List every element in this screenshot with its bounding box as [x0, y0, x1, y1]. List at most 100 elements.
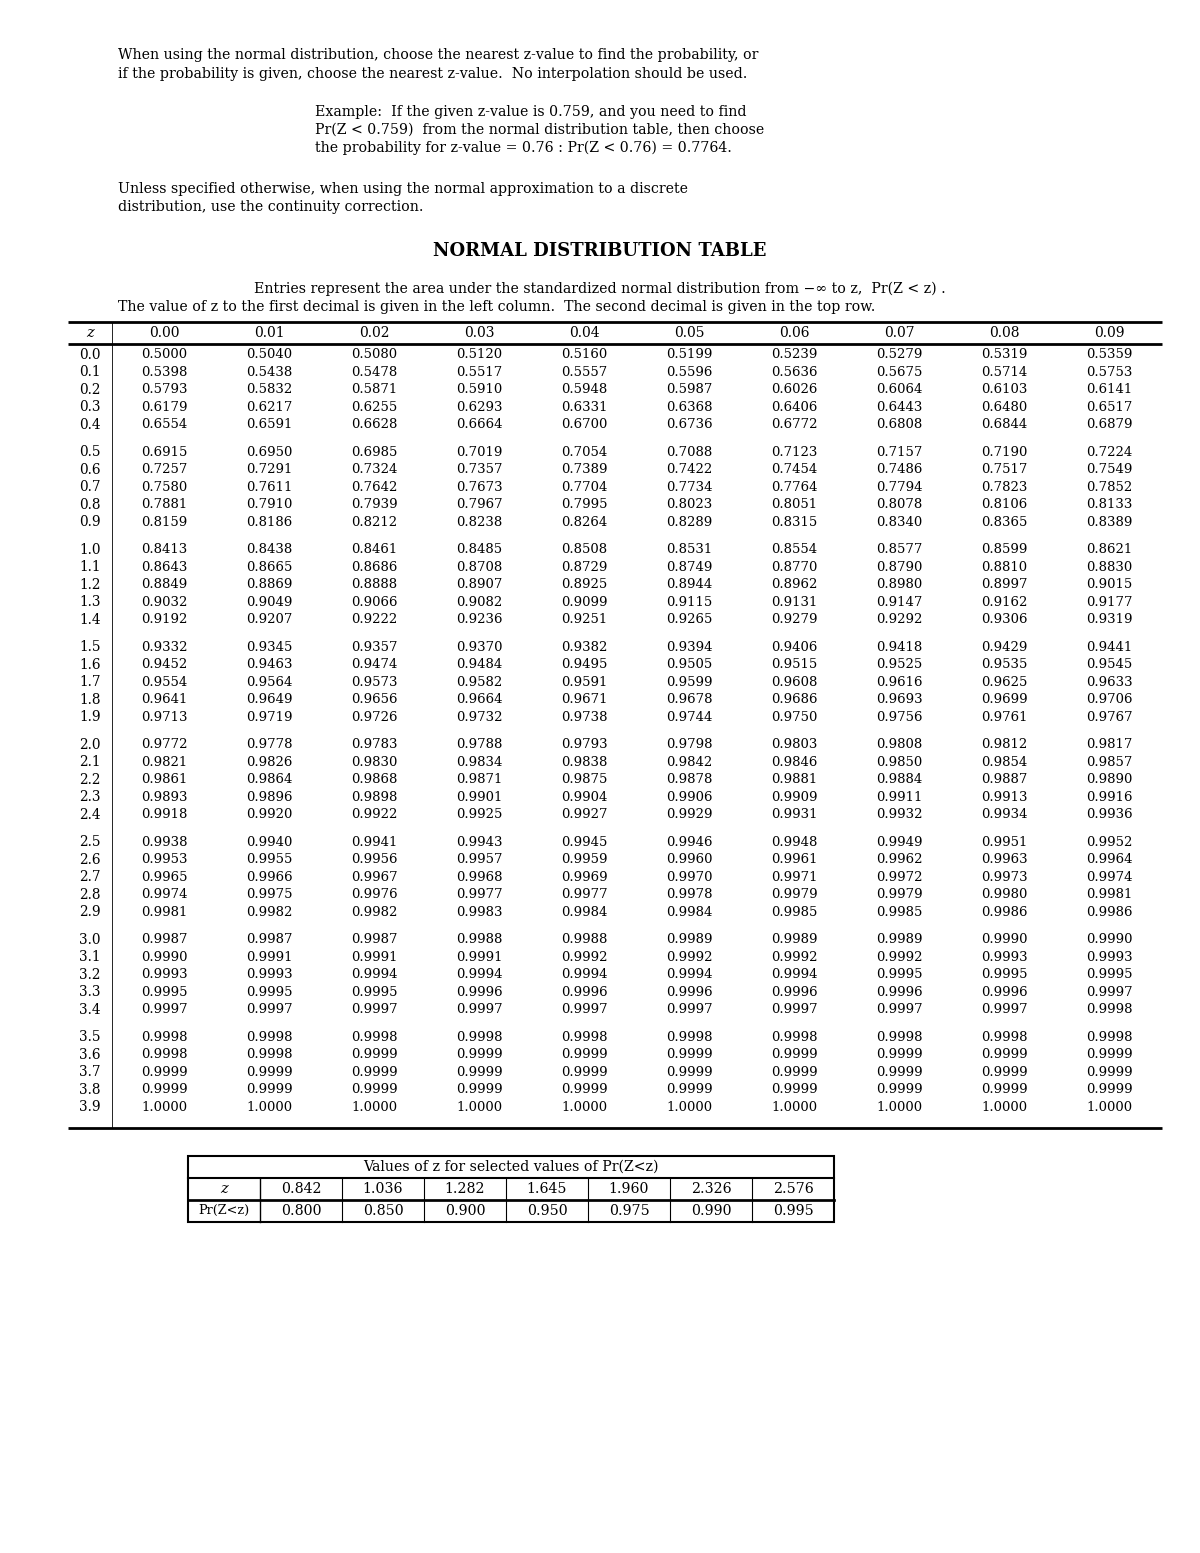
Text: 0.9999: 0.9999 — [1086, 1065, 1133, 1079]
Text: 0.9898: 0.9898 — [352, 790, 397, 804]
Text: 0.9934: 0.9934 — [982, 808, 1027, 822]
Text: 0.9999: 0.9999 — [772, 1065, 818, 1079]
Text: 0.9997: 0.9997 — [666, 1003, 713, 1016]
Text: 1.0000: 1.0000 — [562, 1101, 607, 1114]
Text: 0.7764: 0.7764 — [772, 481, 817, 494]
Text: z: z — [220, 1182, 228, 1196]
Text: 0.6664: 0.6664 — [456, 418, 503, 432]
Text: 0.9641: 0.9641 — [142, 693, 187, 707]
Text: 1.645: 1.645 — [527, 1182, 568, 1196]
Text: 0.9984: 0.9984 — [562, 905, 607, 919]
Text: 2.9: 2.9 — [79, 905, 101, 919]
Text: 0.7611: 0.7611 — [246, 481, 293, 494]
Text: 0.9793: 0.9793 — [562, 738, 608, 752]
Text: distribution, use the continuity correction.: distribution, use the continuity correct… — [118, 200, 424, 214]
Text: 0.9997: 0.9997 — [1086, 986, 1133, 999]
Text: 0.9964: 0.9964 — [1086, 853, 1133, 867]
Text: 0.9999: 0.9999 — [562, 1065, 608, 1079]
Text: 0.6406: 0.6406 — [772, 401, 817, 413]
Text: 0.6772: 0.6772 — [772, 418, 817, 432]
Text: 0.07: 0.07 — [884, 326, 914, 340]
Text: 0.9332: 0.9332 — [142, 641, 187, 654]
Text: 0.9756: 0.9756 — [876, 711, 923, 724]
Text: 2.326: 2.326 — [691, 1182, 731, 1196]
Text: 0.8869: 0.8869 — [246, 578, 293, 592]
Text: 1.0000: 1.0000 — [876, 1101, 923, 1114]
Text: 0.9977: 0.9977 — [562, 888, 608, 901]
Text: 0.8264: 0.8264 — [562, 516, 607, 528]
Text: 0.9997: 0.9997 — [142, 1003, 188, 1016]
Text: 0.9881: 0.9881 — [772, 773, 817, 786]
Text: 0.9998: 0.9998 — [876, 1031, 923, 1044]
Text: 0.9868: 0.9868 — [352, 773, 397, 786]
Text: 0.8665: 0.8665 — [246, 561, 293, 573]
Text: 0.7580: 0.7580 — [142, 481, 187, 494]
Text: 0.7995: 0.7995 — [562, 499, 607, 511]
Text: 0.9994: 0.9994 — [772, 968, 817, 981]
Text: 0.8554: 0.8554 — [772, 544, 817, 556]
Text: 0.9988: 0.9988 — [562, 933, 607, 946]
Text: 0.9236: 0.9236 — [456, 613, 503, 626]
Text: 0.9999: 0.9999 — [562, 1048, 608, 1061]
Text: 0.9991: 0.9991 — [352, 950, 397, 964]
Text: 0.9966: 0.9966 — [246, 871, 293, 884]
Text: 0.9909: 0.9909 — [772, 790, 817, 804]
Text: 0.9998: 0.9998 — [1086, 1003, 1133, 1016]
Text: Unless specified otherwise, when using the normal approximation to a discrete: Unless specified otherwise, when using t… — [118, 182, 688, 196]
Text: 0.9999: 0.9999 — [666, 1048, 713, 1061]
Text: 0.9686: 0.9686 — [772, 693, 817, 707]
Text: 0.9998: 0.9998 — [982, 1031, 1027, 1044]
Text: 0.9382: 0.9382 — [562, 641, 607, 654]
Text: 0.5596: 0.5596 — [666, 367, 713, 379]
Text: 0.9788: 0.9788 — [456, 738, 503, 752]
Text: 0.9990: 0.9990 — [1086, 933, 1133, 946]
Text: 0.7794: 0.7794 — [876, 481, 923, 494]
Text: 1.036: 1.036 — [362, 1182, 403, 1196]
Text: 0.9943: 0.9943 — [456, 836, 503, 849]
Text: 3.7: 3.7 — [79, 1065, 101, 1079]
Text: 0.9554: 0.9554 — [142, 676, 187, 688]
Text: 0.9854: 0.9854 — [982, 756, 1027, 769]
Text: 2.5: 2.5 — [79, 836, 101, 849]
Text: 1.6: 1.6 — [79, 658, 101, 672]
Text: 0.9995: 0.9995 — [246, 986, 293, 999]
Text: 0.9115: 0.9115 — [666, 596, 713, 609]
Text: 0.9974: 0.9974 — [1086, 871, 1133, 884]
Text: 0.6844: 0.6844 — [982, 418, 1027, 432]
Text: 0.9441: 0.9441 — [1086, 641, 1133, 654]
Text: 0.9222: 0.9222 — [352, 613, 397, 626]
Text: 0.8413: 0.8413 — [142, 544, 187, 556]
Text: 0.9987: 0.9987 — [142, 933, 187, 946]
Text: 0.9986: 0.9986 — [982, 905, 1027, 919]
Text: 0.9998: 0.9998 — [352, 1031, 397, 1044]
Text: 0.8159: 0.8159 — [142, 516, 187, 528]
Text: 0.9932: 0.9932 — [876, 808, 923, 822]
Text: 0.6064: 0.6064 — [876, 384, 923, 396]
Text: 1.0000: 1.0000 — [666, 1101, 713, 1114]
Text: 0.9920: 0.9920 — [246, 808, 293, 822]
Text: 0.6141: 0.6141 — [1086, 384, 1133, 396]
Text: 0.5832: 0.5832 — [246, 384, 293, 396]
Text: 2.2: 2.2 — [79, 773, 101, 787]
Text: 0.9032: 0.9032 — [142, 596, 187, 609]
Text: 1.8: 1.8 — [79, 693, 101, 707]
Text: 0.9941: 0.9941 — [352, 836, 397, 849]
Text: 0.9999: 0.9999 — [562, 1084, 608, 1096]
Text: 0.6293: 0.6293 — [456, 401, 503, 413]
Text: 1.282: 1.282 — [445, 1182, 485, 1196]
Text: 0.5753: 0.5753 — [1086, 367, 1133, 379]
Text: 0.8810: 0.8810 — [982, 561, 1027, 573]
Text: 0.9864: 0.9864 — [246, 773, 293, 786]
Text: 0.9726: 0.9726 — [352, 711, 397, 724]
Text: 0.7517: 0.7517 — [982, 463, 1027, 477]
Text: 0.6915: 0.6915 — [142, 446, 187, 458]
Text: 0.8599: 0.8599 — [982, 544, 1027, 556]
Text: 1.0: 1.0 — [79, 542, 101, 556]
Text: 0.7157: 0.7157 — [876, 446, 923, 458]
Text: 0.9525: 0.9525 — [876, 658, 923, 671]
Text: if the probability is given, choose the nearest z-value.  No interpolation shoul: if the probability is given, choose the … — [118, 67, 748, 81]
Text: 0.9992: 0.9992 — [562, 950, 607, 964]
Text: 0.9838: 0.9838 — [562, 756, 607, 769]
Text: 0.9982: 0.9982 — [352, 905, 397, 919]
Text: 0.5160: 0.5160 — [562, 348, 607, 362]
